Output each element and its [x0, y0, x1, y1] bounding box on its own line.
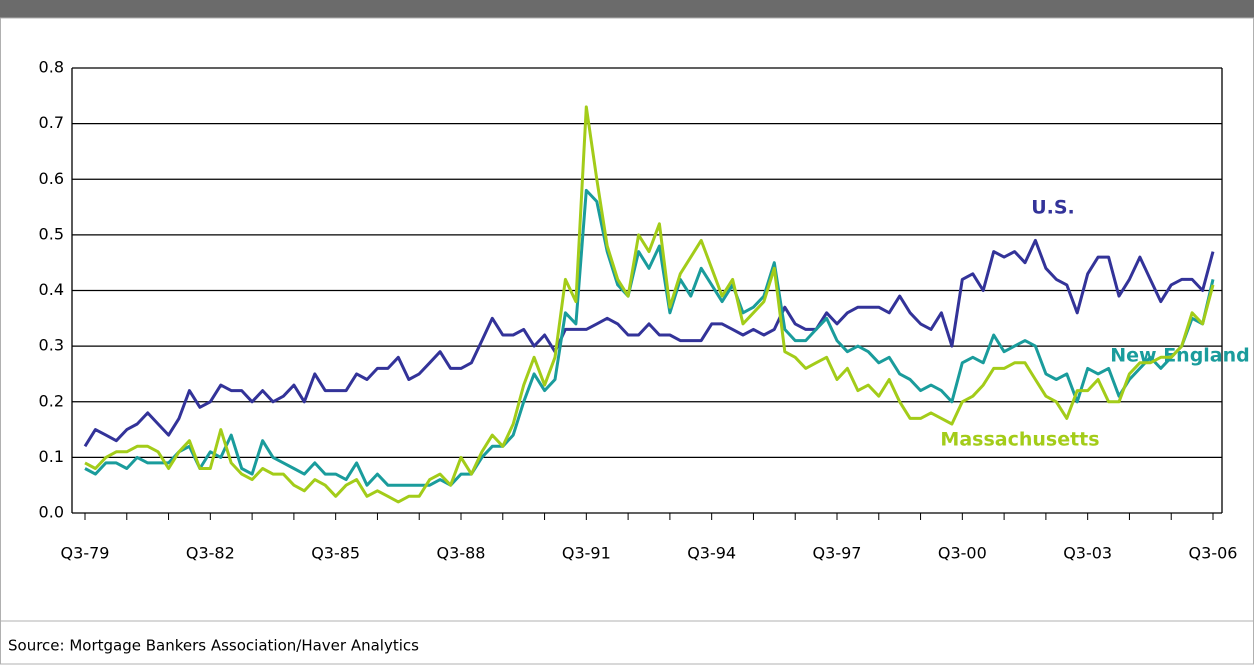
- y-tick-label: 0.0: [39, 503, 64, 522]
- y-tick-label: 0.6: [39, 169, 64, 188]
- x-tick-label: Q3-97: [813, 544, 862, 563]
- series-label: Massachusetts: [940, 429, 1099, 451]
- frame: [0, 17, 1254, 665]
- x-tick-label: Q3-91: [562, 544, 611, 563]
- x-tick-label: Q3-82: [186, 544, 235, 563]
- y-tick-label: 0.3: [39, 336, 64, 355]
- x-tick-label: Q3-79: [61, 544, 110, 563]
- series-label: New England: [1110, 345, 1250, 367]
- y-tick-label: 0.5: [39, 224, 64, 243]
- x-tick-label: Q3-94: [687, 544, 736, 563]
- y-tick-label: 0.8: [39, 58, 64, 77]
- y-tick-label: 0.7: [39, 113, 64, 132]
- x-tick-label: Q3-00: [938, 544, 987, 563]
- x-tick-label: Q3-06: [1189, 544, 1238, 563]
- x-tick-label: Q3-88: [437, 544, 486, 563]
- y-tick-label: 0.1: [39, 447, 64, 466]
- series-line: [83, 238, 1215, 448]
- header-bar: [0, 0, 1254, 18]
- x-tick-label: Q3-85: [311, 544, 360, 563]
- source-note: Source: Mortgage Bankers Association/Hav…: [8, 637, 419, 655]
- y-tick-label: 0.2: [39, 391, 64, 410]
- x-tick-label: Q3-03: [1063, 544, 1112, 563]
- series-line: [84, 188, 1215, 487]
- y-tick-label: 0.4: [39, 280, 64, 299]
- series-line: [84, 105, 1215, 504]
- series-label: U.S.: [1031, 197, 1075, 219]
